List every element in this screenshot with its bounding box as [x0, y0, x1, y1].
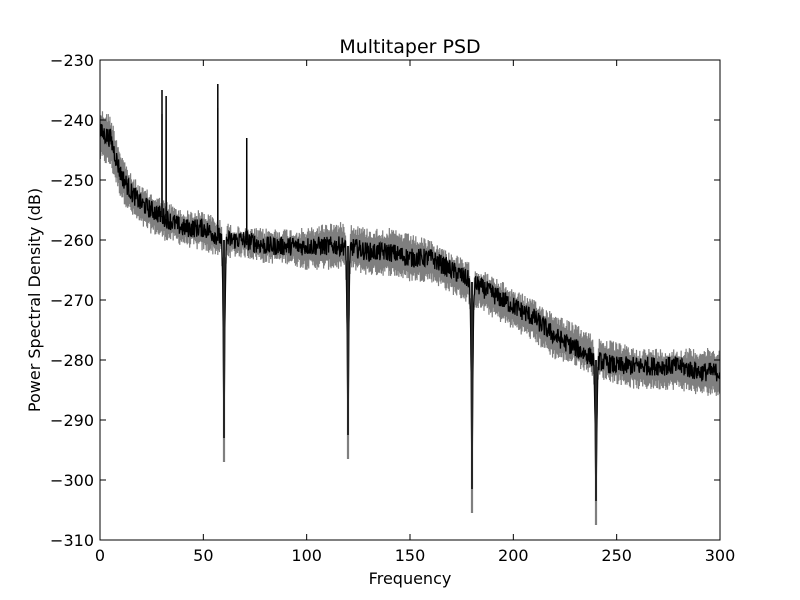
x-tick-label: 100: [291, 546, 322, 565]
x-tick-label: 150: [395, 546, 426, 565]
y-tick-label: −240: [50, 111, 94, 130]
y-tick-label: −270: [50, 291, 94, 310]
y-axis-label: Power Spectral Density (dB): [25, 188, 44, 412]
chart-title: Multitaper PSD: [339, 36, 480, 58]
x-tick-label: 250: [601, 546, 632, 565]
x-tick-label: 300: [705, 546, 736, 565]
y-tick-label: −310: [50, 531, 94, 550]
x-tick-label: 0: [95, 546, 105, 565]
y-tick-label: −290: [50, 411, 94, 430]
y-tick-label: −300: [50, 471, 94, 490]
y-tick-label: −230: [50, 51, 94, 70]
psd-estimate-line: [100, 123, 720, 526]
plot-area: [100, 84, 720, 526]
x-axis-label: Frequency: [369, 569, 452, 588]
x-tick-label: 200: [498, 546, 529, 565]
y-tick-label: −280: [50, 351, 94, 370]
x-tick-label: 50: [193, 546, 213, 565]
ticks: 0 50 100 150 200 250 300 −230 −240 −250 −260 −270 −2…: [50, 51, 735, 565]
y-tick-label: −250: [50, 171, 94, 190]
confidence-band-line: [100, 111, 720, 526]
y-tick-label: −260: [50, 231, 94, 250]
